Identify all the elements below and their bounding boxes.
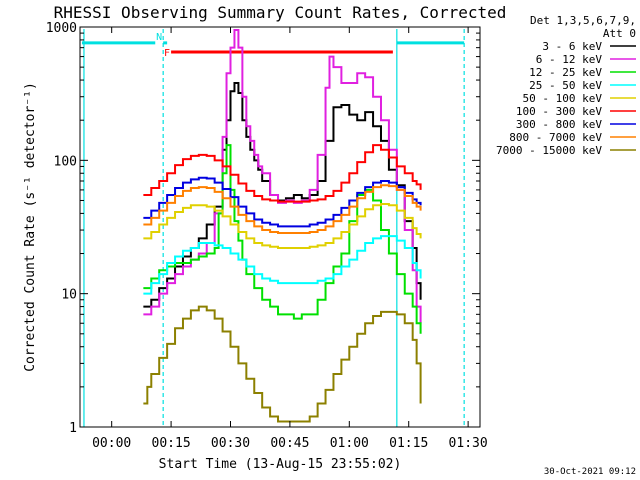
series-lines <box>143 28 422 423</box>
x-axis-ticks: 00:00 00:15 00:30 00:45 01:00 01:15 01:30 <box>92 27 488 451</box>
y-tick-label-1: 10 <box>61 288 77 303</box>
y-tick-label-0: 1 <box>69 421 77 436</box>
x-tick-label-3: 00:45 <box>270 436 309 451</box>
series-line-6 <box>143 176 422 228</box>
footer-timestamp: 30-Oct-2021 09:12 <box>544 467 636 477</box>
legend-label-7: 800 - 7000 keV <box>509 131 602 144</box>
legend-label-4: 50 - 100 keV <box>523 92 603 105</box>
plot-frame <box>79 26 481 428</box>
series-line-5 <box>143 144 422 203</box>
y-tick-label-2: 100 <box>54 154 77 169</box>
y-axis-ticks: 1 10 100 1000 <box>46 21 480 436</box>
legend-label-3: 25 - 50 keV <box>529 79 602 92</box>
legend-label-8: 7000 - 15000 keV <box>496 144 602 157</box>
series-line-3 <box>143 235 422 295</box>
x-tick-label-2: 00:30 <box>211 436 250 451</box>
x-tick-label-6: 01:30 <box>449 436 488 451</box>
legend-label-6: 300 - 800 keV <box>516 118 602 131</box>
x-tick-label-5: 01:15 <box>389 436 428 451</box>
series-line-8 <box>143 305 422 423</box>
legend-header-line2: Att 0 <box>603 27 636 40</box>
legend-label-0: 3 - 6 keV <box>542 40 602 53</box>
legend-label-2: 12 - 25 keV <box>529 66 602 79</box>
legend-label-5: 100 - 300 keV <box>516 105 602 118</box>
chart-title: RHESSI Observing Summary Count Rates, Co… <box>54 3 507 22</box>
x-axis-label: Start Time (13-Aug-15 23:55:02) <box>159 457 402 472</box>
y-axis-label: Corrected Count Rate (s⁻¹ detector⁻¹) <box>23 82 38 372</box>
flag-label-F: F <box>164 48 170 59</box>
flag-label-N: N <box>156 32 162 43</box>
series-line-7 <box>143 184 422 235</box>
series-line-4 <box>143 203 422 250</box>
series-line-1 <box>143 28 422 324</box>
y-tick-label-3: 1000 <box>46 21 77 36</box>
x-tick-label-1: 00:15 <box>152 436 191 451</box>
x-tick-label-0: 00:00 <box>92 436 131 451</box>
flag-bars: NF <box>81 32 465 59</box>
x-tick-label-4: 01:00 <box>330 436 369 451</box>
legend-header-line1: Det 1,3,5,6,7,9, <box>530 14 636 27</box>
legend-label-1: 6 - 12 keV <box>536 53 603 66</box>
vertical-lines <box>83 29 465 427</box>
